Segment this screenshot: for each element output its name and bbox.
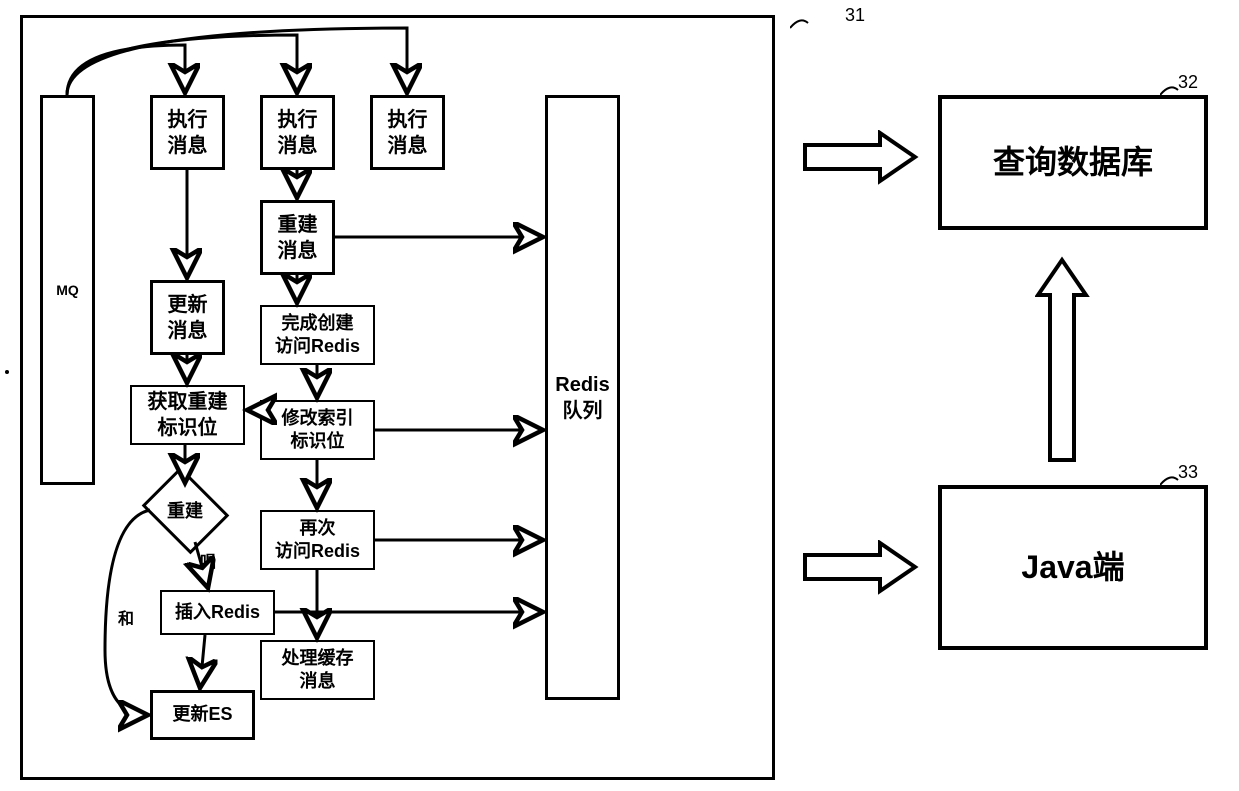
ref-label-32: 32 xyxy=(1178,72,1198,93)
node-exec3: 执行 消息 xyxy=(370,95,445,170)
node-update-es: 更新ES xyxy=(150,690,255,740)
node-mod-index: 修改索引 标识位 xyxy=(260,400,375,460)
node-java-end: Java端 xyxy=(938,485,1208,650)
node-exec1: 执行 消息 xyxy=(150,95,225,170)
node-rebuild-msg: 重建 消息 xyxy=(260,200,335,275)
decision-no-label: 和 xyxy=(118,605,134,629)
node-again-redis: 再次 访问Redis xyxy=(260,510,375,570)
big-arrow-java-to-db xyxy=(1035,255,1090,465)
node-cache-msg: 处理缓存 消息 xyxy=(260,640,375,700)
node-query-db: 查询数据库 xyxy=(938,95,1208,230)
node-redis-queue: Redis 队列 xyxy=(545,95,620,700)
ref-label-31: 31 xyxy=(790,8,865,38)
node-insert-redis: 插入Redis xyxy=(160,590,275,635)
big-arrow-to-java xyxy=(800,540,920,595)
dot-decoration xyxy=(5,370,9,374)
ref-label-33: 33 xyxy=(1178,462,1198,483)
node-finish-create: 完成创建 访问Redis xyxy=(260,305,375,365)
node-update-msg: 更新 消息 xyxy=(150,280,225,355)
decision-yes-label: 唱 xyxy=(200,548,216,572)
node-rebuild-decision: 重建 xyxy=(140,475,230,545)
node-exec2: 执行 消息 xyxy=(260,95,335,170)
node-mq: MQ xyxy=(40,95,95,485)
node-get-flag: 获取重建 标识位 xyxy=(130,385,245,445)
big-arrow-to-querydb xyxy=(800,130,920,185)
